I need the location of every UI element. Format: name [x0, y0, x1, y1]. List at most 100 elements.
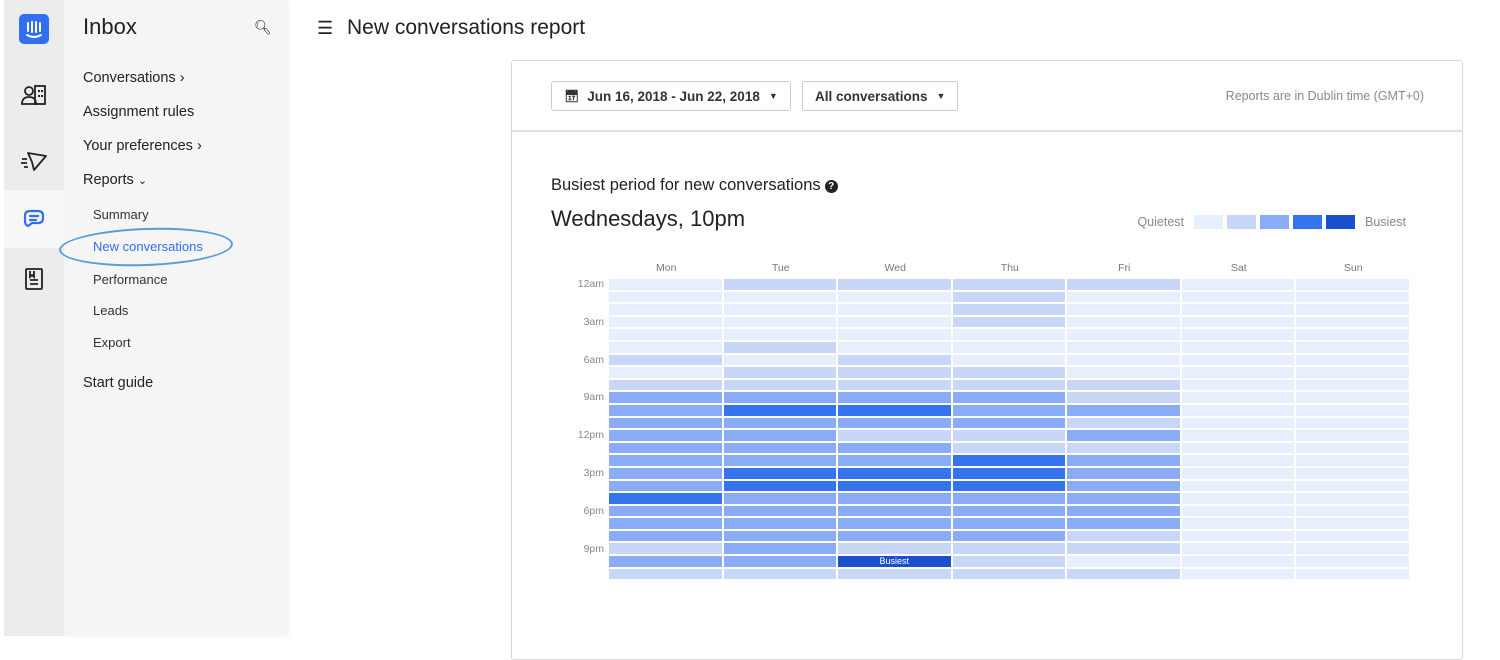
heatmap-cell[interactable] [1296, 279, 1409, 290]
heatmap-cell[interactable] [609, 556, 722, 567]
heatmap-cell[interactable] [1296, 442, 1409, 454]
heatmap-cell[interactable] [838, 316, 951, 328]
heatmap-cell[interactable] [609, 430, 722, 441]
heatmap-cell[interactable] [838, 518, 951, 529]
heatmap-cell[interactable] [838, 505, 951, 517]
search-icon[interactable]: 🔍︎ [254, 19, 272, 35]
heatmap-cell[interactable] [1181, 316, 1294, 328]
heatmap-cell[interactable] [609, 279, 722, 290]
heatmap-cell[interactable] [952, 556, 1065, 567]
heatmap-cell[interactable] [838, 467, 951, 479]
heatmap-cell[interactable] [609, 543, 722, 555]
heatmap-cell[interactable] [1296, 367, 1409, 378]
heatmap-cell[interactable] [1181, 430, 1294, 441]
heatmap-cell[interactable] [952, 316, 1065, 328]
heatmap-cell[interactable] [1296, 543, 1409, 555]
heatmap-cell[interactable] [609, 367, 722, 378]
sidebar-item-your-preferences[interactable]: Your preferences › [83, 138, 202, 154]
heatmap-cell[interactable] [609, 404, 722, 416]
heatmap-cell[interactable] [1067, 543, 1180, 555]
heatmap-cell[interactable] [723, 505, 836, 517]
inbox-chat-icon[interactable] [4, 190, 64, 248]
heatmap-cell[interactable] [609, 329, 722, 340]
heatmap-cell[interactable] [1181, 404, 1294, 416]
heatmap-cell[interactable] [723, 543, 836, 555]
heatmap-cell[interactable] [1067, 493, 1180, 504]
heatmap-cell[interactable] [1296, 392, 1409, 403]
heatmap-cell[interactable] [838, 568, 951, 580]
heatmap-cell[interactable] [1296, 316, 1409, 328]
heatmap-cell[interactable] [609, 518, 722, 529]
heatmap-cell[interactable] [1067, 568, 1180, 580]
heatmap-cell[interactable] [723, 316, 836, 328]
heatmap-cell[interactable] [838, 304, 951, 315]
heatmap-cell[interactable] [1296, 568, 1409, 580]
heatmap-cell[interactable] [723, 530, 836, 542]
heatmap-cell[interactable] [723, 329, 836, 340]
heatmap-cell[interactable] [952, 543, 1065, 555]
conversation-filter-dropdown[interactable]: All conversations ▼ [802, 81, 959, 111]
heatmap-cell[interactable] [838, 291, 951, 303]
heatmap-cell[interactable] [1067, 417, 1180, 429]
heatmap-cell[interactable] [1296, 455, 1409, 466]
heatmap-cell[interactable] [952, 329, 1065, 340]
heatmap-cell[interactable] [1067, 442, 1180, 454]
heatmap-cell[interactable] [952, 430, 1065, 441]
heatmap-cell[interactable] [1067, 505, 1180, 517]
heatmap-cell[interactable] [952, 367, 1065, 378]
heatmap-cell[interactable] [1296, 379, 1409, 391]
sidebar-subitem-summary[interactable]: Summary [93, 207, 149, 222]
heatmap-cell[interactable] [1067, 291, 1180, 303]
heatmap-cell[interactable] [609, 493, 722, 504]
heatmap-cell[interactable] [1181, 493, 1294, 504]
heatmap-cell[interactable] [838, 279, 951, 290]
heatmap-cell[interactable] [838, 341, 951, 353]
heatmap-cell[interactable] [1296, 505, 1409, 517]
heatmap-cell[interactable] [609, 392, 722, 403]
heatmap-cell[interactable] [1067, 354, 1180, 366]
heatmap-cell[interactable] [838, 417, 951, 429]
heatmap-cell[interactable] [723, 341, 836, 353]
heatmap-cell[interactable] [1067, 379, 1180, 391]
heatmap-cell[interactable] [1296, 556, 1409, 567]
heatmap-cell[interactable] [1181, 341, 1294, 353]
heatmap-cell[interactable] [723, 291, 836, 303]
sidebar-subitem-export[interactable]: Export [93, 335, 131, 350]
heatmap-cell[interactable] [1296, 430, 1409, 441]
heatmap-cell[interactable] [1067, 392, 1180, 403]
heatmap-cell[interactable] [609, 417, 722, 429]
heatmap-cell[interactable] [1067, 467, 1180, 479]
outbound-icon[interactable] [4, 132, 64, 190]
heatmap-cell[interactable] [1181, 543, 1294, 555]
heatmap-cell[interactable] [1067, 518, 1180, 529]
heatmap-cell[interactable] [838, 329, 951, 340]
menu-icon[interactable]: ☰ [317, 18, 334, 38]
sidebar-item-assignment-rules[interactable]: Assignment rules [83, 104, 195, 120]
heatmap-cell[interactable] [952, 304, 1065, 315]
heatmap-cell[interactable]: Busiest [838, 556, 951, 567]
heatmap-cell[interactable] [952, 392, 1065, 403]
heatmap-cell[interactable] [952, 404, 1065, 416]
heatmap-cell[interactable] [952, 467, 1065, 479]
heatmap-cell[interactable] [723, 279, 836, 290]
heatmap-cell[interactable] [609, 379, 722, 391]
heatmap-cell[interactable] [723, 430, 836, 441]
heatmap-cell[interactable] [838, 367, 951, 378]
heatmap-cell[interactable] [1067, 367, 1180, 378]
heatmap-cell[interactable] [1181, 279, 1294, 290]
heatmap-cell[interactable] [1296, 480, 1409, 492]
heatmap-cell[interactable] [1296, 417, 1409, 429]
heatmap-cell[interactable] [1067, 404, 1180, 416]
heatmap-cell[interactable] [1296, 467, 1409, 479]
heatmap-cell[interactable] [723, 467, 836, 479]
heatmap-cell[interactable] [1181, 480, 1294, 492]
heatmap-cell[interactable] [1067, 530, 1180, 542]
heatmap-cell[interactable] [1067, 316, 1180, 328]
heatmap-cell[interactable] [723, 568, 836, 580]
heatmap-cell[interactable] [838, 404, 951, 416]
heatmap-cell[interactable] [1067, 556, 1180, 567]
articles-icon[interactable] [4, 250, 64, 308]
heatmap-cell[interactable] [952, 455, 1065, 466]
heatmap-cell[interactable] [723, 367, 836, 378]
heatmap-cell[interactable] [838, 379, 951, 391]
